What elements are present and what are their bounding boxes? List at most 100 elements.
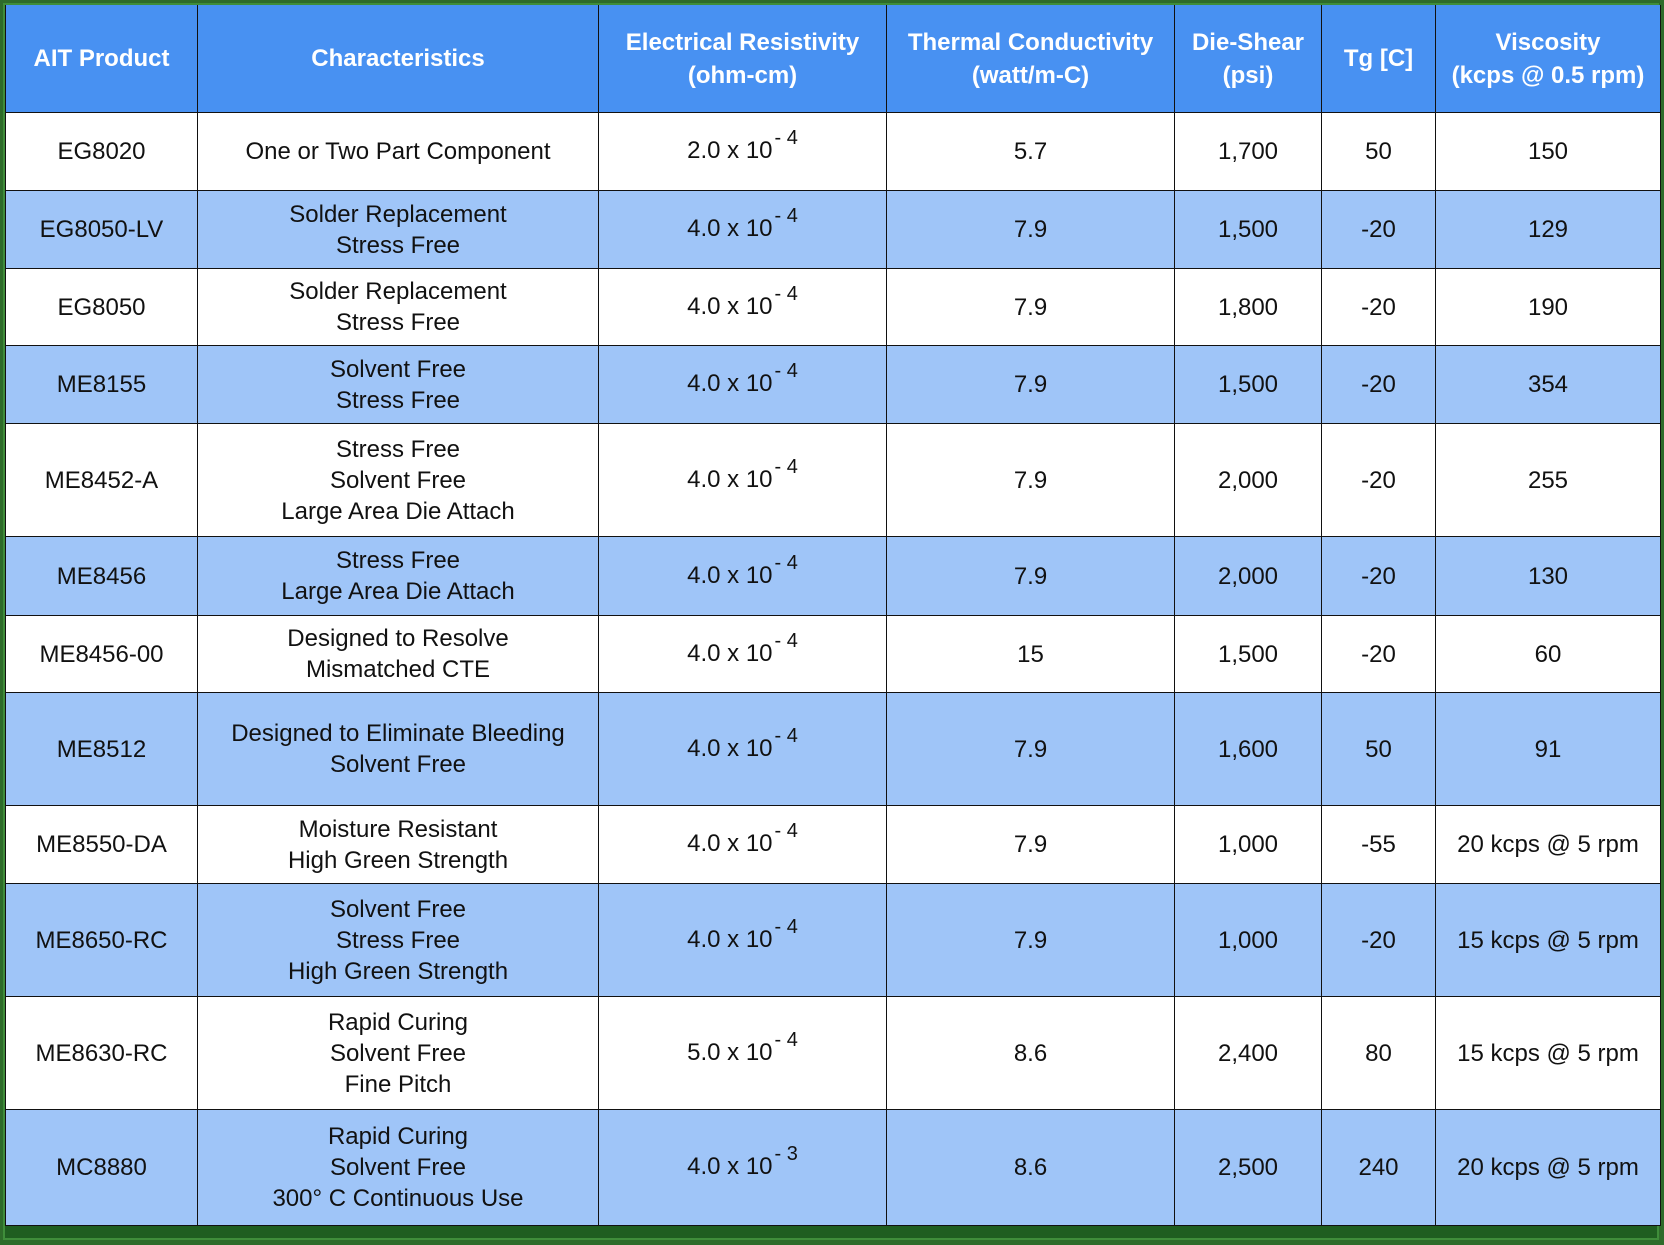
cell-thermal: 7.9 xyxy=(886,805,1175,884)
cell-die-shear: 2,400 xyxy=(1174,996,1322,1110)
header-text: (ohm-cm) xyxy=(687,61,798,89)
header-resistivity: Electrical Resistivity (ohm-cm) xyxy=(598,5,887,113)
cell-die-shear: 1,600 xyxy=(1174,692,1322,806)
characteristic-line: 300° C Continuous Use xyxy=(272,1185,524,1212)
cell-resistivity: 4.0 x 10- 4 xyxy=(598,190,887,269)
header-text: (psi) xyxy=(1222,61,1274,89)
cell-product: EG8020 xyxy=(5,112,198,191)
cell-die-shear: 1,500 xyxy=(1174,345,1322,424)
cell-resistivity: 4.0 x 10- 4 xyxy=(598,423,887,537)
cell-tg: 50 xyxy=(1321,112,1436,191)
characteristic-line: Stress Free xyxy=(335,386,461,414)
cell-viscosity: 60 xyxy=(1435,615,1661,693)
cell-thermal: 7.9 xyxy=(886,536,1175,616)
cell-thermal: 7.9 xyxy=(886,883,1175,997)
resistivity-mantissa: 4.0 x 10 xyxy=(687,830,773,857)
cell-product: ME8630-RC xyxy=(5,996,198,1110)
cell-resistivity: 4.0 x 10- 4 xyxy=(598,536,887,616)
characteristic-line: Solvent Free xyxy=(329,751,467,778)
table-row: EG8020 One or Two Part Component 2.0 x 10-… xyxy=(5,112,1661,191)
cell-product: EG8050-LV xyxy=(5,190,198,269)
resistivity-exponent: - 4 xyxy=(774,820,798,842)
table-row: ME8650-RC Solvent Free Stress Free High Gre… xyxy=(5,883,1661,997)
resistivity-mantissa: 4.0 x 10 xyxy=(687,734,773,762)
cell-tg: -20 xyxy=(1321,536,1436,616)
resistivity-exponent: - 3 xyxy=(774,1143,798,1165)
cell-product: ME8512 xyxy=(5,692,198,806)
resistivity-exponent: - 4 xyxy=(774,915,798,938)
cell-tg: -20 xyxy=(1321,883,1436,997)
cell-tg: -55 xyxy=(1321,805,1436,884)
resistivity-mantissa: 4.0 x 10 xyxy=(687,561,773,589)
resistivity-exponent: - 4 xyxy=(774,127,798,149)
characteristic-line: Mismatched CTE xyxy=(305,656,491,683)
cell-tg: -20 xyxy=(1321,423,1436,537)
cell-tg: -20 xyxy=(1321,345,1436,424)
cell-viscosity: 130 xyxy=(1435,536,1661,616)
cell-die-shear: 2,000 xyxy=(1174,536,1322,616)
cell-resistivity: 4.0 x 10- 4 xyxy=(598,615,887,693)
characteristic-line: Solvent Free xyxy=(329,466,467,494)
cell-viscosity: 150 xyxy=(1435,112,1661,191)
cell-thermal: 7.9 xyxy=(886,268,1175,346)
cell-characteristics: Rapid Curing Solvent Free 300° C Continuou… xyxy=(197,1109,599,1226)
header-thermal: Thermal Conductivity (watt/m-C) xyxy=(886,5,1175,113)
cell-die-shear: 2,500 xyxy=(1174,1109,1322,1226)
header-text: Die-Shear xyxy=(1191,28,1305,56)
cell-die-shear: 1,700 xyxy=(1174,112,1322,191)
cell-resistivity: 4.0 x 10- 4 xyxy=(598,883,887,997)
resistivity-exponent: - 4 xyxy=(774,360,798,382)
header-text: Thermal Conductivity xyxy=(907,28,1154,56)
cell-viscosity: 255 xyxy=(1435,423,1661,537)
cell-viscosity: 91 xyxy=(1435,692,1661,806)
characteristic-line: One or Two Part Component xyxy=(245,138,551,165)
cell-tg: 240 xyxy=(1321,1109,1436,1226)
table-row: ME8452-A Stress Free Solvent Free Large Are… xyxy=(5,423,1661,537)
header-product: AIT Product xyxy=(5,5,198,113)
characteristic-line: Designed to Eliminate Bleeding xyxy=(231,720,565,747)
cell-viscosity: 15 kcps @ 5 rpm xyxy=(1435,883,1661,997)
cell-viscosity: 354 xyxy=(1435,345,1661,424)
cell-thermal: 8.6 xyxy=(886,1109,1175,1226)
table-row: ME8550-DA Moisture Resistant High Green St… xyxy=(5,805,1661,884)
cell-resistivity: 4.0 x 10- 4 xyxy=(598,268,887,346)
cell-thermal: 7.9 xyxy=(886,692,1175,806)
cell-thermal: 8.6 xyxy=(886,996,1175,1110)
resistivity-mantissa: 2.0 x 10 xyxy=(687,137,773,164)
cell-characteristics: Solvent Free Stress Free xyxy=(197,345,599,424)
characteristic-line: Solder Replacement xyxy=(289,278,507,305)
resistivity-exponent: - 4 xyxy=(774,205,798,227)
characteristic-line: Fine Pitch xyxy=(344,1070,452,1098)
cell-resistivity: 4.0 x 10- 4 xyxy=(598,345,887,424)
cell-resistivity: 4.0 x 10- 3 xyxy=(598,1109,887,1226)
cell-resistivity: 5.0 x 10- 4 xyxy=(598,996,887,1110)
resistivity-exponent: - 4 xyxy=(774,1028,798,1051)
cell-product: EG8050 xyxy=(5,268,198,346)
cell-tg: -20 xyxy=(1321,190,1436,269)
resistivity-mantissa: 4.0 x 10 xyxy=(687,639,773,667)
cell-thermal: 15 xyxy=(886,615,1175,693)
cell-viscosity: 129 xyxy=(1435,190,1661,269)
resistivity-exponent: - 4 xyxy=(774,724,798,747)
characteristic-line: Stress Free xyxy=(335,435,461,463)
table-row: ME8456-00 Designed to Resolve Mismatched C… xyxy=(5,615,1661,693)
table-row: ME8512 Designed to Eliminate Bleeding Solv… xyxy=(5,692,1661,806)
characteristic-line: Solvent Free xyxy=(329,355,467,383)
cell-characteristics: Moisture Resistant High Green Strength xyxy=(197,805,599,884)
cell-resistivity: 4.0 x 10- 4 xyxy=(598,805,887,884)
cell-viscosity: 20 kcps @ 5 rpm xyxy=(1435,1109,1661,1226)
table-row: ME8630-RC Rapid Curing Solvent Free Fine Pi… xyxy=(5,996,1661,1110)
cell-characteristics: Solvent Free Stress Free High Green Streng… xyxy=(197,883,599,997)
cell-product: ME8456 xyxy=(5,536,198,616)
header-text: Viscosity xyxy=(1495,28,1601,56)
cell-characteristics: One or Two Part Component xyxy=(197,112,599,191)
cell-product: ME8452-A xyxy=(5,423,198,537)
cell-characteristics: Designed to Resolve Mismatched CTE xyxy=(197,615,599,693)
cell-thermal: 5.7 xyxy=(886,112,1175,191)
cell-die-shear: 1,000 xyxy=(1174,883,1322,997)
cell-die-shear: 1,000 xyxy=(1174,805,1322,884)
header-viscosity: Viscosity (kcps @ 0.5 rpm) xyxy=(1435,5,1661,113)
characteristic-line: Rapid Curing xyxy=(327,1008,469,1036)
header-text: Tg [C] xyxy=(1343,45,1414,72)
cell-resistivity: 2.0 x 10- 4 xyxy=(598,112,887,191)
